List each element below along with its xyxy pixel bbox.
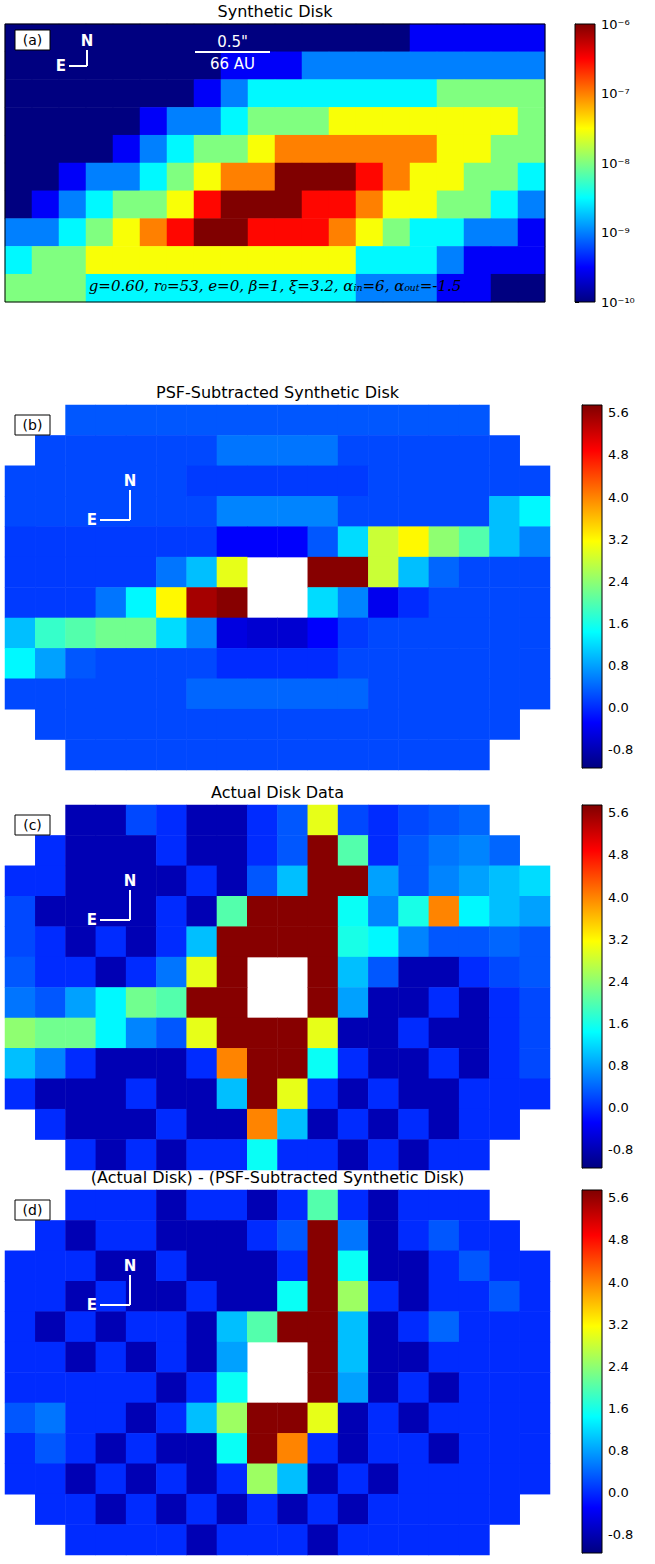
svg-text:-0.8: -0.8 bbox=[608, 1527, 633, 1542]
svg-text:4.8: 4.8 bbox=[608, 847, 629, 862]
svg-text:0.0: 0.0 bbox=[608, 1100, 629, 1115]
svg-text:E: E bbox=[87, 911, 97, 929]
svg-text:3.2: 3.2 bbox=[608, 932, 629, 947]
svg-text:Actual Disk Data: Actual Disk Data bbox=[211, 783, 344, 802]
svg-text:5.6: 5.6 bbox=[608, 805, 629, 820]
svg-text:3.2: 3.2 bbox=[608, 1317, 629, 1332]
svg-text:(b): (b) bbox=[23, 417, 43, 433]
svg-text:0.0: 0.0 bbox=[608, 700, 629, 715]
svg-text:PSF-Subtracted Synthetic Disk: PSF-Subtracted Synthetic Disk bbox=[156, 383, 400, 402]
svg-text:1.6: 1.6 bbox=[608, 1401, 629, 1416]
svg-text:66 AU: 66 AU bbox=[210, 55, 255, 73]
svg-text:2.4: 2.4 bbox=[608, 974, 629, 989]
svg-text:(d): (d) bbox=[23, 1202, 43, 1218]
svg-text:N: N bbox=[124, 472, 137, 490]
svg-text:4.0: 4.0 bbox=[608, 890, 629, 905]
svg-text:0.8: 0.8 bbox=[608, 658, 629, 673]
svg-text:0.0: 0.0 bbox=[608, 1485, 629, 1500]
svg-text:10⁻⁶: 10⁻⁶ bbox=[601, 17, 630, 32]
svg-text:0.5": 0.5" bbox=[217, 33, 248, 51]
svg-text:1.6: 1.6 bbox=[608, 616, 629, 631]
svg-text:5.6: 5.6 bbox=[608, 405, 629, 420]
svg-text:10⁻⁹: 10⁻⁹ bbox=[601, 225, 630, 240]
svg-text:-0.8: -0.8 bbox=[608, 1142, 633, 1157]
svg-text:4.8: 4.8 bbox=[608, 447, 629, 462]
svg-text:E: E bbox=[56, 57, 66, 75]
svg-text:4.0: 4.0 bbox=[608, 490, 629, 505]
svg-text:N: N bbox=[124, 872, 137, 890]
svg-text:(Actual Disk) - (PSF-Subtracte: (Actual Disk) - (PSF-Subtracted Syntheti… bbox=[91, 1168, 465, 1187]
svg-text:2.4: 2.4 bbox=[608, 1359, 629, 1374]
svg-text:-0.8: -0.8 bbox=[608, 742, 633, 757]
svg-text:Synthetic Disk: Synthetic Disk bbox=[218, 2, 334, 21]
svg-text:N: N bbox=[124, 1257, 137, 1275]
svg-text:3.2: 3.2 bbox=[608, 532, 629, 547]
svg-text:10⁻¹⁰: 10⁻¹⁰ bbox=[601, 295, 635, 310]
svg-text:E: E bbox=[87, 1296, 97, 1314]
svg-text:2.4: 2.4 bbox=[608, 574, 629, 589]
svg-text:4.0: 4.0 bbox=[608, 1275, 629, 1290]
svg-text:10⁻⁸: 10⁻⁸ bbox=[601, 156, 630, 171]
svg-text:(a): (a) bbox=[23, 32, 43, 48]
svg-text:4.8: 4.8 bbox=[608, 1232, 629, 1247]
svg-text:N: N bbox=[81, 32, 94, 50]
svg-text:(c): (c) bbox=[23, 817, 42, 833]
svg-text:g=0.60, r₀=53, e=0, β=1, ξ=3.2: g=0.60, r₀=53, e=0, β=1, ξ=3.2, αᵢₙ=6, α… bbox=[89, 277, 462, 295]
svg-text:1.6: 1.6 bbox=[608, 1016, 629, 1031]
svg-text:E: E bbox=[87, 511, 97, 529]
svg-text:0.8: 0.8 bbox=[608, 1443, 629, 1458]
svg-text:5.6: 5.6 bbox=[608, 1190, 629, 1205]
svg-text:0.8: 0.8 bbox=[608, 1058, 629, 1073]
svg-text:10⁻⁷: 10⁻⁷ bbox=[601, 86, 630, 101]
